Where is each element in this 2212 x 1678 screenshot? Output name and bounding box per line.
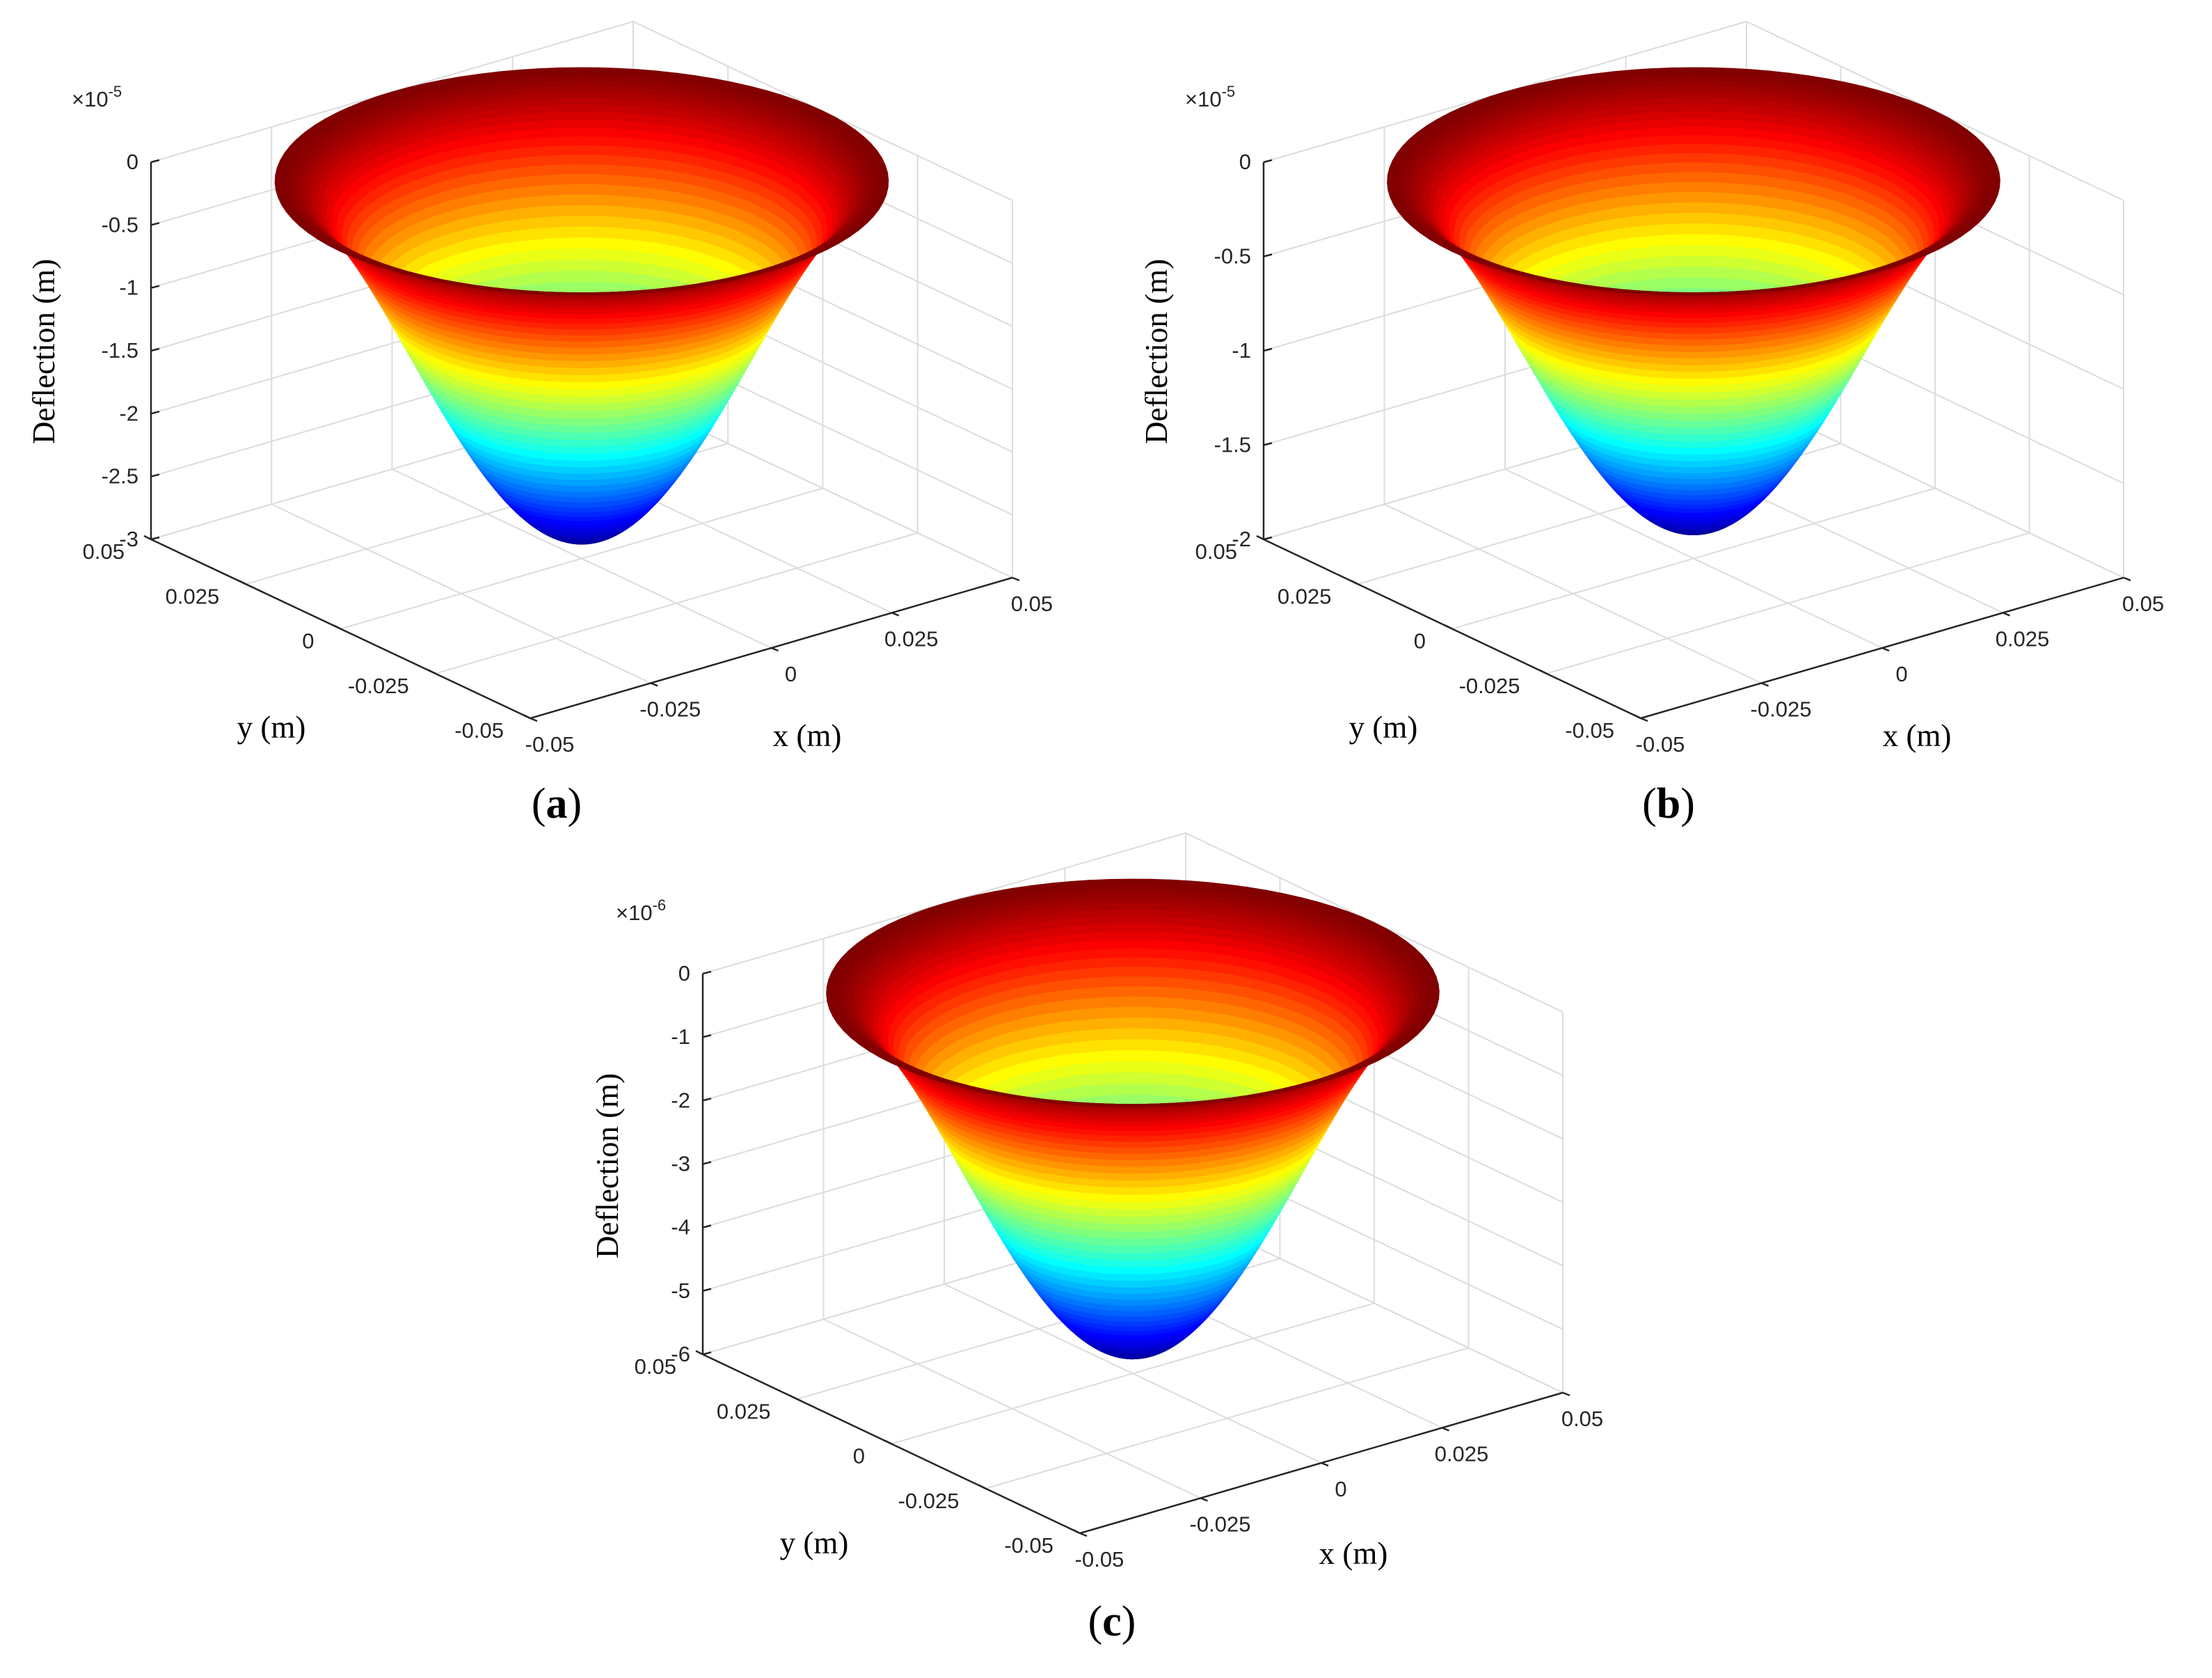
z-tick-label: -1.5 <box>1214 433 1251 457</box>
y-axis-label: y (m) <box>237 710 306 745</box>
y-tick-label: -0.025 <box>898 1489 960 1513</box>
x-tick-label: 0 <box>1895 662 1907 686</box>
deflection-surface <box>826 878 1440 1360</box>
x-tick-label: 0.05 <box>1561 1407 1603 1431</box>
x-tick-label: 0.05 <box>2122 592 2164 616</box>
y-tick-label: 0 <box>302 629 314 654</box>
x-axis-label: x (m) <box>1319 1536 1388 1571</box>
panel-label: (a) <box>532 780 582 828</box>
x-tick-label: -0.05 <box>1075 1547 1124 1572</box>
z-tick-label: 0 <box>127 150 138 174</box>
x-tick-label: -0.025 <box>639 697 701 722</box>
y-tick-label: 0.05 <box>635 1354 676 1379</box>
z-tick-label: -3 <box>671 1152 690 1176</box>
x-tick-label: 0.025 <box>1435 1442 1489 1466</box>
z-tick-label: -2 <box>671 1088 690 1112</box>
deflection-surface <box>1387 67 2000 536</box>
y-axis-label: y (m) <box>780 1526 849 1560</box>
x-tick-label: 0.025 <box>1996 627 2050 651</box>
z-tick-label: -5 <box>671 1279 690 1303</box>
y-tick-label: 0.05 <box>83 539 125 564</box>
z-tick-label: -1 <box>119 276 138 300</box>
y-tick-label: -0.05 <box>1004 1533 1053 1558</box>
y-tick-label: -0.025 <box>348 674 409 698</box>
z-tick-label: -6 <box>671 1342 690 1366</box>
chart-panel-c: 0 -1 -2 -3 -4 -5 -6 -0.05 -0.025 0 0.025 0.05 -0.05 -… <box>590 832 1604 1645</box>
z-tick-label: -1.5 <box>102 338 138 363</box>
x-tick-label: -0.025 <box>1190 1512 1251 1537</box>
y-tick-label: 0 <box>853 1444 865 1469</box>
axes: 0 -0.5 -1 -1.5 -2 -0.05 -0.025 0 0.025 0.05 -0.05 -… <box>1195 150 2165 757</box>
z-tick-label: -1 <box>671 1024 690 1049</box>
z-tick-label: -3 <box>119 527 138 551</box>
chart-panel-a: 0 -0.5 -1 -1.5 -2 -2.5 -3 -0.05 -0.025 0 0.025 0.05… <box>26 20 1053 828</box>
x-tick-label: 0 <box>785 662 797 686</box>
panel-label: (b) <box>1642 780 1695 828</box>
z-tick-label: -2 <box>1232 527 1251 551</box>
y-tick-label: -0.05 <box>454 718 504 743</box>
chart-panel-b: 0 -0.5 -1 -1.5 -2 -0.05 -0.025 0 0.025 0.05 -0.05 -… <box>1139 20 2165 828</box>
z-exponent-label: ×10-5 <box>72 83 122 111</box>
z-tick-label: -4 <box>671 1215 690 1240</box>
z-exponent-label: ×10-5 <box>1185 83 1235 111</box>
axes: 0 -1 -2 -3 -4 -5 -6 -0.05 -0.025 0 0.025 0.05 -0.05 -… <box>635 961 1604 1572</box>
y-tick-label: 0.025 <box>717 1399 771 1423</box>
z-tick-label: -2.5 <box>102 464 138 489</box>
y-tick-label: 0.025 <box>166 584 220 608</box>
y-tick-label: -0.025 <box>1459 674 1520 698</box>
z-axis-label: Deflection (m) <box>1139 259 1174 444</box>
x-axis-label: x (m) <box>773 718 842 753</box>
z-axis-label: Deflection (m) <box>26 259 61 444</box>
z-tick-label: -0.5 <box>102 212 138 237</box>
x-tick-label: -0.025 <box>1751 697 1812 722</box>
y-tick-label: 0 <box>1414 629 1426 654</box>
panel-label: (c) <box>1088 1598 1136 1645</box>
deflection-surface <box>274 67 889 545</box>
x-tick-label: -0.05 <box>525 732 575 757</box>
y-tick-label: 0.05 <box>1195 539 1237 564</box>
x-tick-label: -0.05 <box>1636 732 1685 757</box>
z-exponent-label: ×10-6 <box>616 896 666 925</box>
z-axis-label: Deflection (m) <box>590 1073 625 1258</box>
z-tick-label: 0 <box>1239 150 1251 174</box>
axes: 0 -0.5 -1 -1.5 -2 -2.5 -3 -0.05 -0.025 0 0.025 0.05… <box>83 150 1053 757</box>
x-tick-label: 0 <box>1335 1477 1346 1501</box>
y-tick-label: 0.025 <box>1278 584 1332 608</box>
z-tick-label: -0.5 <box>1214 244 1251 269</box>
z-tick-label: -2 <box>119 401 138 425</box>
x-tick-label: 0.025 <box>884 627 939 651</box>
z-tick-label: 0 <box>678 961 690 986</box>
y-tick-label: -0.05 <box>1565 718 1614 743</box>
x-axis-label: x (m) <box>1883 718 1952 753</box>
x-tick-label: 0.05 <box>1011 592 1053 616</box>
y-axis-label: y (m) <box>1349 710 1418 745</box>
z-tick-label: -1 <box>1232 338 1251 363</box>
